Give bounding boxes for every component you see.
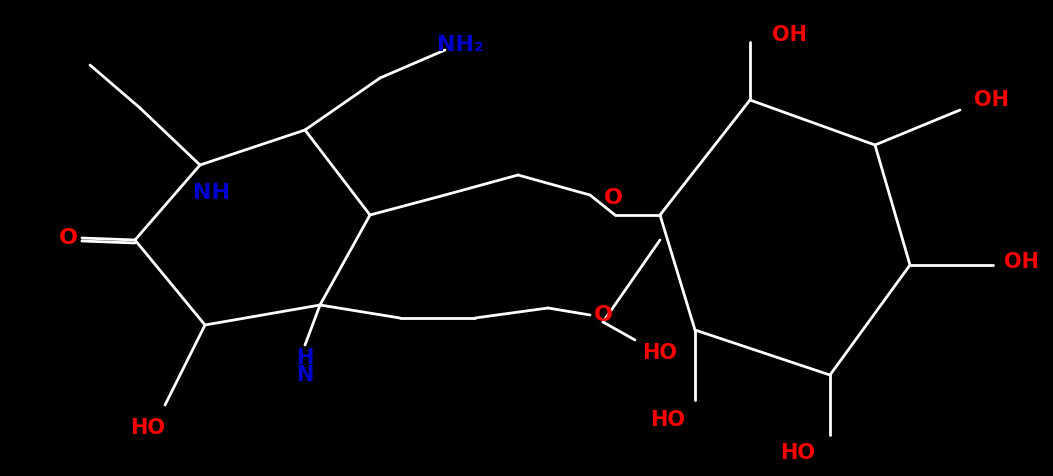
Text: O: O xyxy=(59,228,78,248)
Text: N: N xyxy=(296,365,314,385)
Text: NH: NH xyxy=(194,183,231,203)
Text: OH: OH xyxy=(773,25,808,45)
Text: HO: HO xyxy=(651,410,686,430)
Text: H: H xyxy=(296,348,314,368)
Text: HO: HO xyxy=(131,418,165,438)
Text: NH₂: NH₂ xyxy=(437,35,483,55)
Text: HO: HO xyxy=(642,343,677,363)
Text: HO: HO xyxy=(780,443,815,463)
Text: OH: OH xyxy=(974,90,1010,110)
Text: OH: OH xyxy=(1005,252,1039,272)
Text: O: O xyxy=(594,305,613,325)
Text: O: O xyxy=(603,188,622,208)
